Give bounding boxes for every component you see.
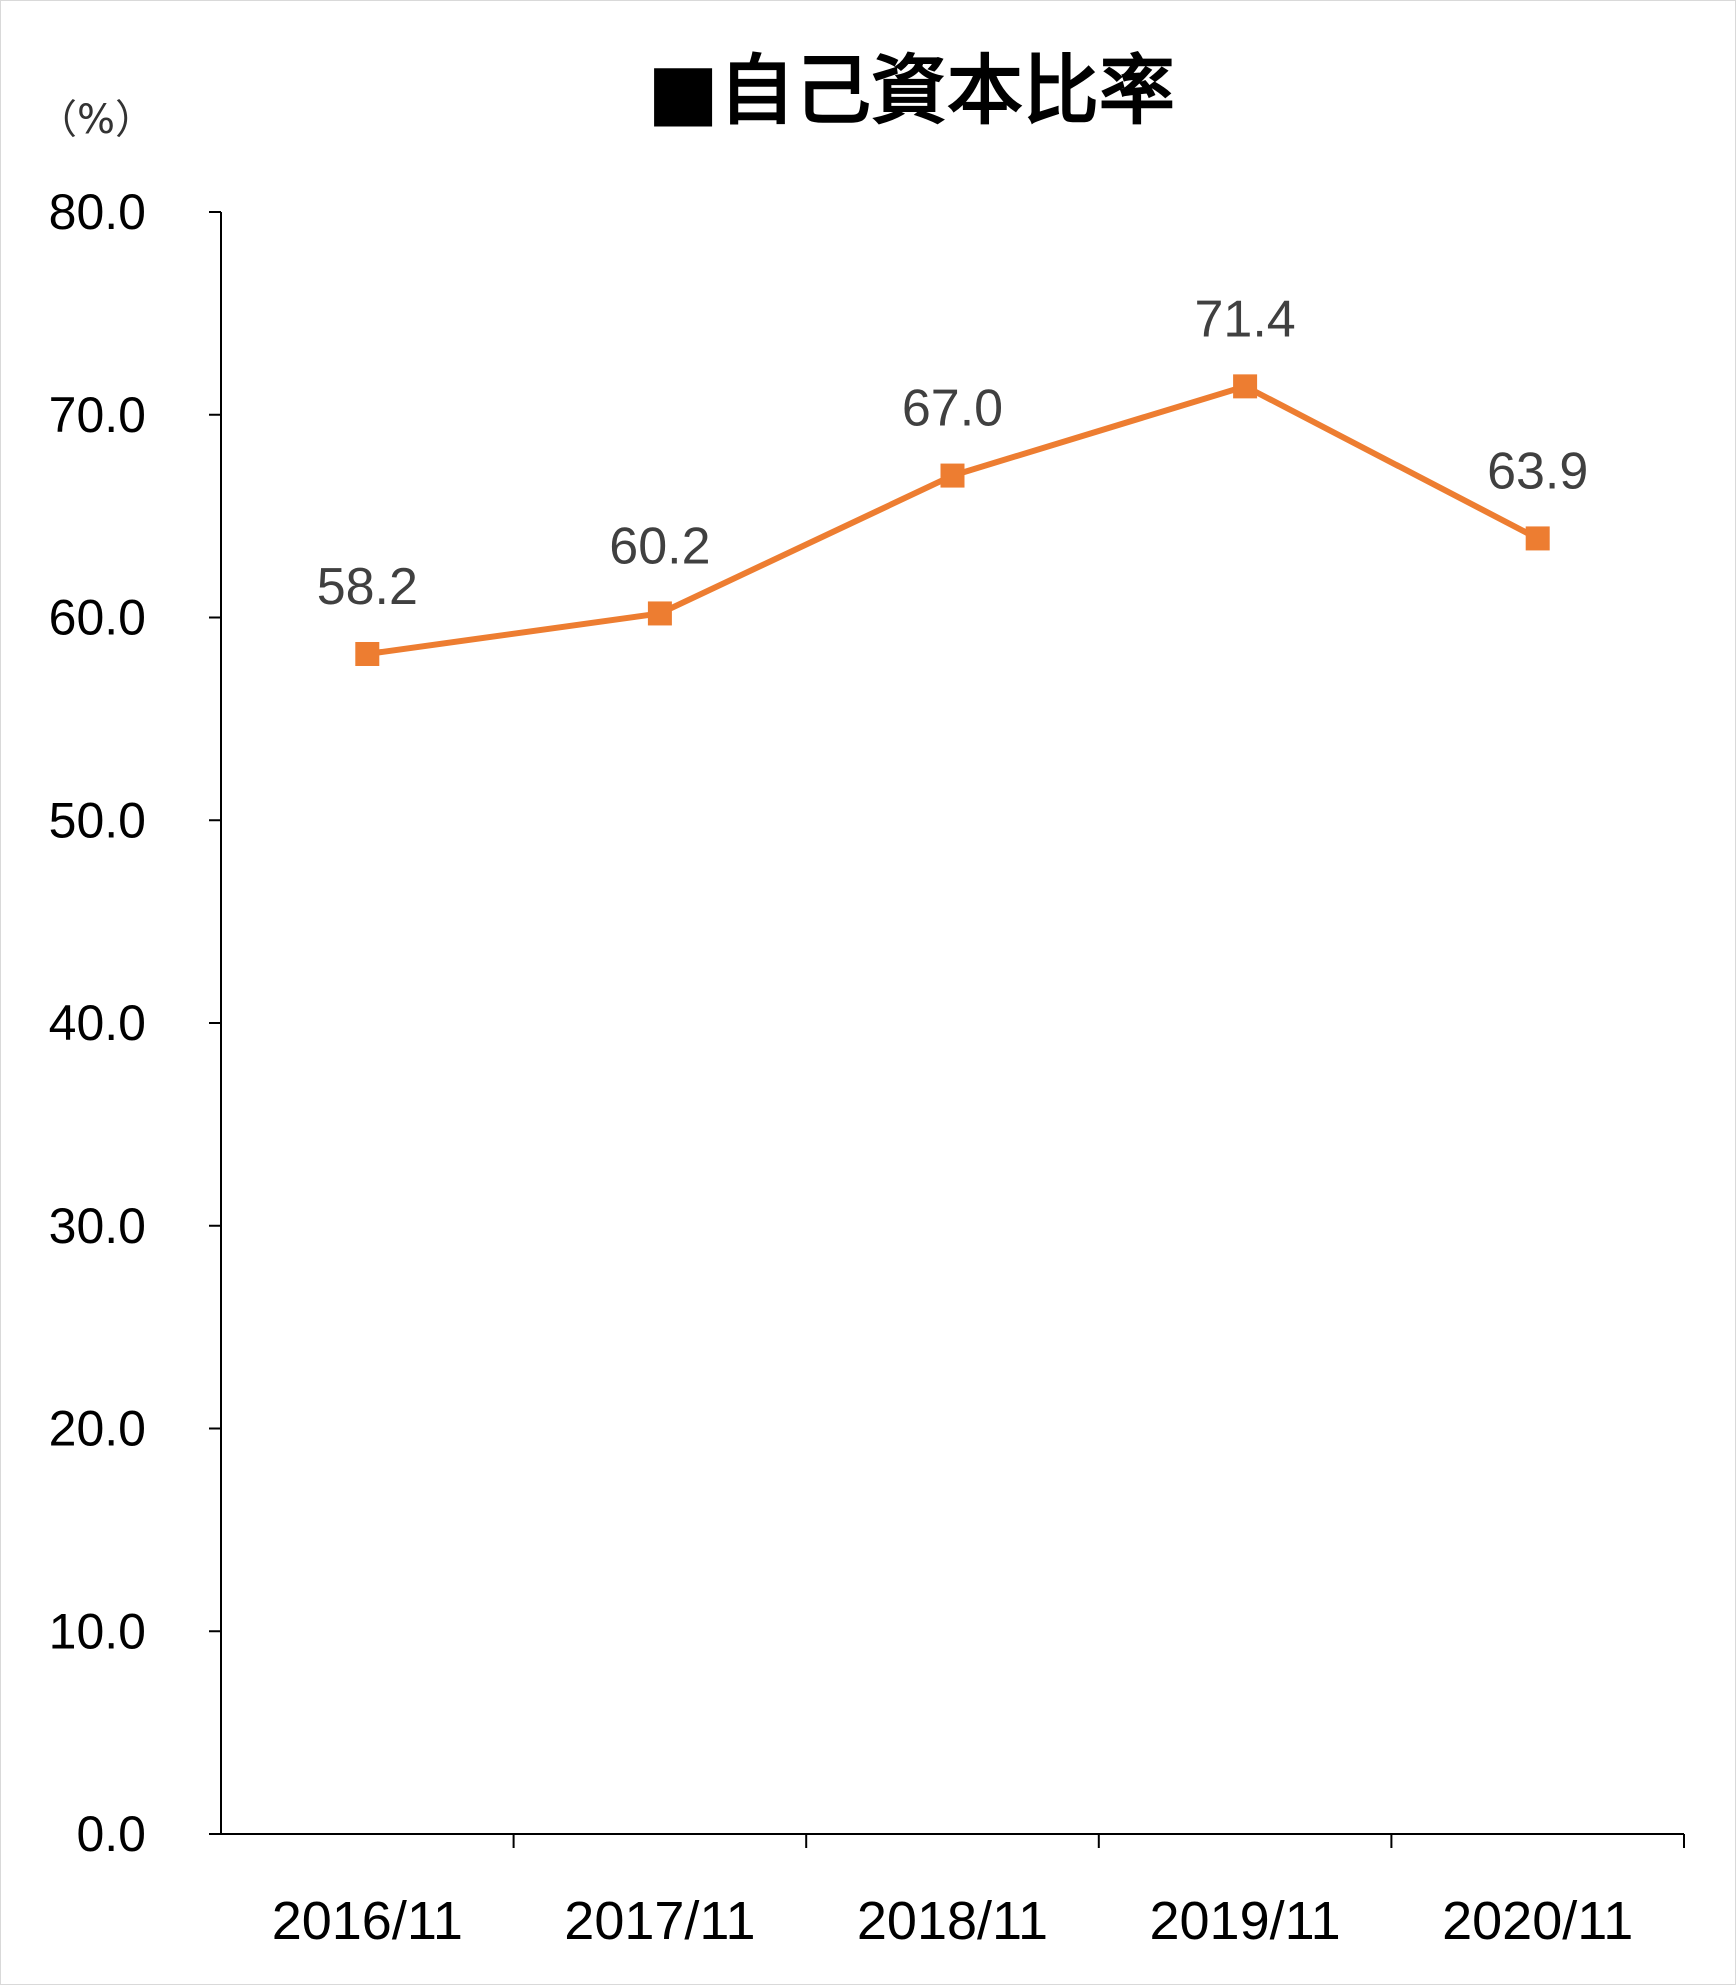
- chart-title: ■自己資本比率: [647, 46, 1175, 135]
- y-axis-unit-label: （%）: [37, 97, 155, 143]
- y-axis: 0.0 10.0 20.0 30.0 40.0 50.0 60.0 70.0 80.0: [49, 184, 222, 1862]
- y-tick-label: 40.0: [49, 995, 146, 1051]
- y-tick-label: 30.0: [49, 1198, 146, 1254]
- x-tick-label: 2020/11: [1442, 1891, 1633, 1951]
- data-label: 58.2: [317, 558, 418, 616]
- x-tick-label: 2016/11: [272, 1891, 463, 1951]
- series-equity-ratio: [355, 374, 1550, 666]
- y-tick-label: 10.0: [49, 1603, 146, 1659]
- data-point-marker: [1525, 526, 1550, 551]
- y-tick-label: 20.0: [49, 1401, 146, 1457]
- data-label: 60.2: [609, 517, 710, 575]
- y-tick-label: 0.0: [76, 1806, 146, 1862]
- data-point-marker: [355, 641, 380, 666]
- y-tick-label: 70.0: [49, 387, 146, 443]
- data-point-marker: [940, 463, 965, 488]
- x-tick-label: 2018/11: [857, 1891, 1048, 1951]
- y-tick-label: 60.0: [49, 590, 146, 646]
- x-axis: 2016/11 2017/11 2018/11 2019/11 2020/11: [221, 1833, 1685, 1951]
- data-label: 63.9: [1487, 442, 1588, 500]
- x-tick-label: 2017/11: [564, 1891, 755, 1951]
- data-label: 71.4: [1194, 290, 1295, 348]
- data-point-marker: [1233, 374, 1258, 399]
- data-point-marker: [647, 601, 672, 626]
- x-tick-label: 2019/11: [1149, 1891, 1340, 1951]
- data-label: 67.0: [902, 380, 1003, 438]
- y-tick-label: 50.0: [49, 792, 146, 848]
- y-tick-label: 80.0: [49, 184, 146, 240]
- data-labels: 58.2 60.2 67.0 71.4 63.9: [317, 290, 1589, 616]
